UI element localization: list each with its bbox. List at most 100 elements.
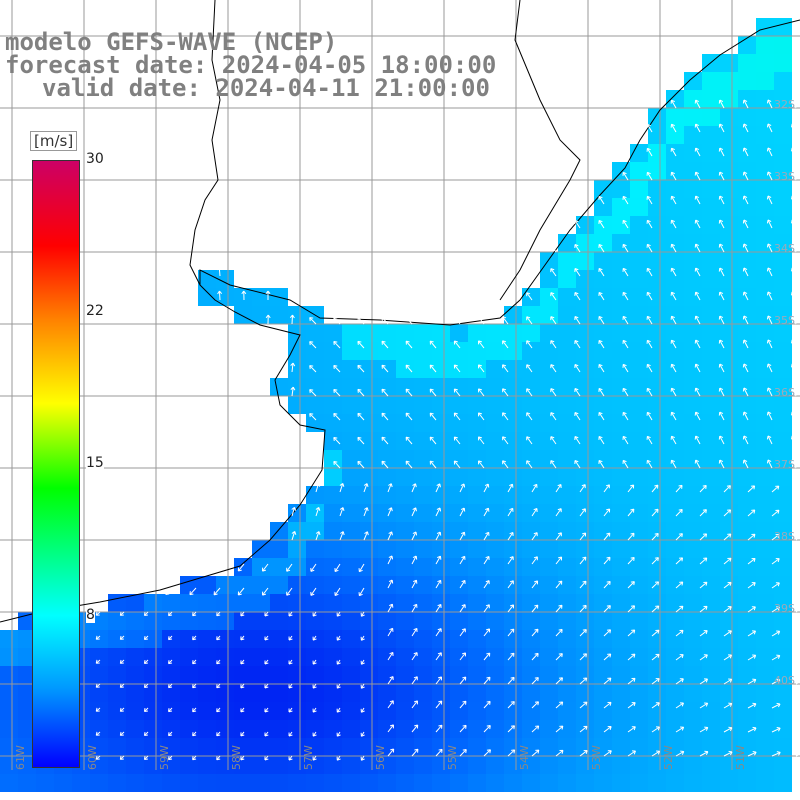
ocean-cell bbox=[738, 72, 756, 90]
wind-arrow bbox=[483, 725, 491, 733]
wind-arrow bbox=[743, 267, 749, 277]
wind-arrow-head bbox=[678, 508, 683, 511]
ocean-cell bbox=[756, 756, 774, 774]
wind-arrow-head bbox=[729, 533, 732, 538]
ocean-cell bbox=[414, 558, 432, 576]
wind-arrow-head bbox=[526, 436, 531, 439]
wind-arrow-head bbox=[485, 555, 490, 559]
wind-arrow-head bbox=[671, 411, 675, 415]
wind-arrow bbox=[555, 749, 564, 757]
ocean-cell bbox=[594, 378, 612, 396]
wind-arrow bbox=[603, 750, 612, 757]
ocean-cell bbox=[684, 72, 702, 90]
ocean-cell bbox=[594, 432, 612, 450]
ocean-cell bbox=[576, 702, 594, 720]
wind-arrow bbox=[771, 703, 781, 709]
wind-arrow-head bbox=[791, 387, 796, 390]
wind-arrow bbox=[357, 461, 365, 469]
ocean-cell bbox=[702, 90, 720, 108]
wind-arrow-head bbox=[767, 363, 772, 366]
wind-arrow bbox=[381, 340, 389, 349]
ocean-cell bbox=[720, 162, 738, 180]
wind-arrow-head bbox=[216, 710, 221, 713]
ocean-cell bbox=[630, 378, 648, 396]
wind-arrow-head bbox=[192, 638, 197, 641]
wind-arrow-head bbox=[513, 701, 515, 706]
ocean-cell bbox=[234, 666, 252, 684]
wind-arrow bbox=[671, 291, 677, 301]
wind-arrow-head bbox=[647, 291, 651, 295]
wind-arrow-head bbox=[381, 364, 386, 367]
ocean-cell bbox=[774, 198, 792, 216]
ocean-cell bbox=[738, 594, 756, 612]
ocean-cell bbox=[774, 144, 792, 162]
wind-arrow bbox=[646, 460, 653, 469]
wind-arrow-head bbox=[315, 531, 320, 534]
wind-arrow-head bbox=[729, 679, 733, 683]
wind-arrow bbox=[603, 605, 611, 613]
ocean-cell bbox=[594, 522, 612, 540]
ocean-cell bbox=[612, 612, 630, 630]
wind-arrow bbox=[555, 484, 562, 493]
ocean-cell bbox=[468, 468, 486, 486]
wind-arrow-head bbox=[705, 727, 709, 731]
wind-arrow bbox=[743, 435, 749, 445]
ocean-cell bbox=[486, 720, 504, 738]
wind-arrow-head bbox=[657, 751, 661, 755]
wind-arrow-head bbox=[766, 411, 769, 416]
ocean-cell bbox=[342, 396, 360, 414]
ocean-cell bbox=[342, 738, 360, 756]
wind-arrow-head bbox=[241, 290, 245, 295]
ocean-cell bbox=[612, 198, 630, 216]
ocean-cell bbox=[612, 468, 630, 486]
ocean-cell bbox=[288, 396, 306, 414]
wind-arrow-head bbox=[509, 483, 513, 487]
ocean-cell bbox=[702, 162, 720, 180]
ocean-cell bbox=[594, 360, 612, 378]
ocean-cell bbox=[306, 504, 324, 522]
ocean-cell bbox=[432, 486, 450, 504]
ocean-cell bbox=[540, 612, 558, 630]
wind-arrow bbox=[747, 582, 756, 589]
wind-arrow-head bbox=[753, 509, 756, 514]
wind-arrow-head bbox=[550, 364, 555, 367]
wind-arrow-head bbox=[381, 316, 386, 319]
ocean-cell bbox=[396, 684, 414, 702]
wind-arrow-head bbox=[681, 557, 684, 562]
wind-arrow-head bbox=[309, 341, 314, 343]
wind-arrow-head bbox=[561, 750, 564, 754]
ocean-cell bbox=[432, 738, 450, 756]
ocean-cell bbox=[594, 576, 612, 594]
wind-arrow-head bbox=[309, 389, 311, 394]
wind-arrow-head bbox=[766, 459, 769, 464]
wind-arrow-head bbox=[218, 266, 222, 271]
ocean-cell bbox=[630, 360, 648, 378]
wind-arrow-head bbox=[695, 291, 700, 295]
wind-arrow bbox=[791, 195, 797, 205]
wind-arrow bbox=[795, 705, 800, 709]
wind-arrow bbox=[695, 315, 701, 325]
wind-arrow-head bbox=[216, 614, 221, 617]
ocean-cell bbox=[666, 558, 684, 576]
wind-arrow-head bbox=[461, 579, 466, 583]
ocean-cell bbox=[594, 558, 612, 576]
ocean-cell bbox=[774, 72, 792, 90]
ocean-cell bbox=[288, 558, 306, 576]
ocean-cell bbox=[558, 450, 576, 468]
wind-arrow bbox=[381, 388, 389, 397]
wind-arrow-head bbox=[695, 267, 700, 271]
ocean-cell bbox=[540, 270, 558, 288]
wind-arrow-head bbox=[702, 484, 707, 487]
wind-arrow-head bbox=[557, 532, 562, 535]
ocean-cell bbox=[774, 396, 792, 414]
wind-arrow-head bbox=[550, 340, 555, 343]
wind-arrow-head bbox=[657, 702, 660, 707]
ocean-cell bbox=[324, 684, 342, 702]
wind-arrow-head bbox=[454, 388, 458, 391]
wind-arrow bbox=[574, 268, 581, 277]
wind-arrow bbox=[791, 459, 797, 469]
wind-arrow-head bbox=[337, 734, 341, 737]
wind-arrow-head bbox=[742, 459, 745, 464]
wind-arrow bbox=[405, 340, 413, 349]
wind-arrow bbox=[603, 508, 610, 517]
